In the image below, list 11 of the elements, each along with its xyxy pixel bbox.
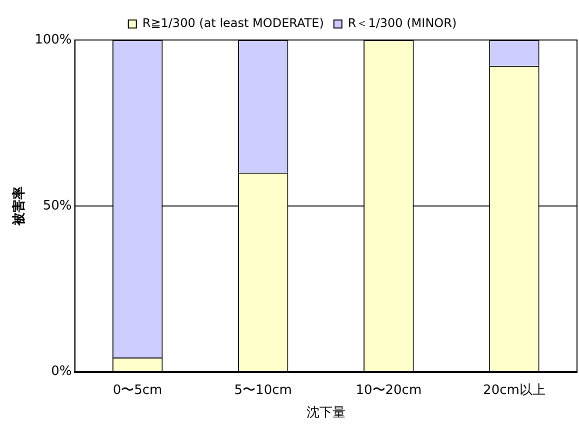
x-tick-label: 5〜10cm <box>234 382 292 398</box>
y-axis-title: 被害率 <box>11 186 28 226</box>
y-tick-label: 50% <box>42 198 72 214</box>
x-tick-label: 20cm以上 <box>483 382 546 398</box>
x-axis-title: 沈下量 <box>306 406 346 421</box>
x-tick-label: 10〜20cm <box>356 382 422 398</box>
y-tick-label: 100% <box>34 32 72 48</box>
legend-label: R＜1/300 (MINOR) <box>348 16 457 30</box>
y-tick-label: 0% <box>51 364 72 380</box>
x-tick-label: 0〜5cm <box>112 382 162 398</box>
legend-label: R≧1/300 (at least MODERATE) <box>142 16 324 30</box>
